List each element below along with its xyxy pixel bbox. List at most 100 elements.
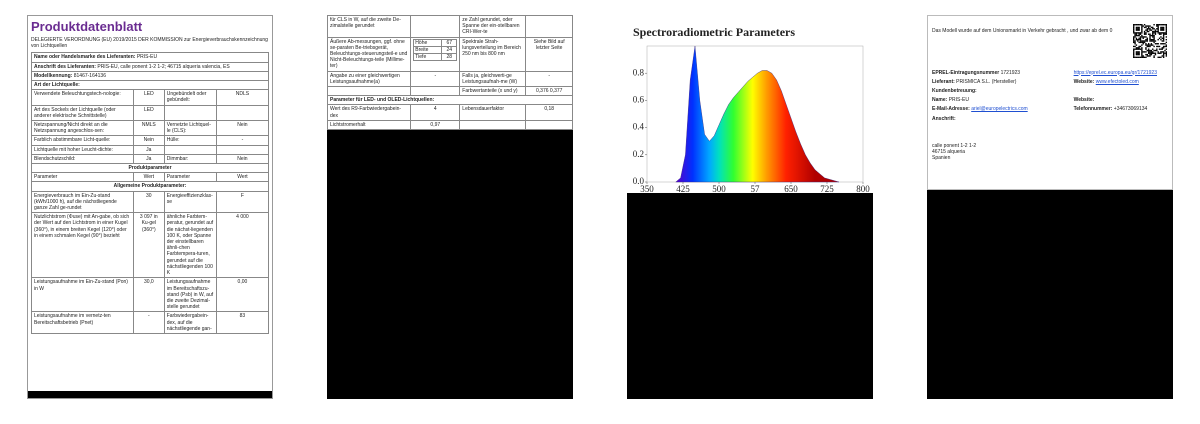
qr-module <box>1134 40 1136 42</box>
qr-module <box>1138 38 1140 41</box>
table-row: Allgemeine Produktparameter: <box>31 181 269 192</box>
qr-module <box>1145 33 1147 35</box>
qr-module <box>1153 36 1155 38</box>
qr-module <box>1135 44 1138 46</box>
table-cell: Wert des R9-Farbwiedergabein-dex <box>327 104 412 121</box>
info-cell: Website: www.efectoled.com <box>1074 77 1168 86</box>
table-cell: Netzspannung/Nicht direkt an die Netzspa… <box>31 120 134 137</box>
table-cell: Leistungsaufnahme im Ein-Zu-stand (Pon) … <box>31 277 134 313</box>
field-label: Website: <box>1073 78 1095 85</box>
dimension-row: Tiefe 28 <box>413 53 458 62</box>
link[interactable]: www.efectoled.com <box>1095 78 1139 85</box>
qr-module <box>1142 25 1144 27</box>
table-cell <box>215 104 270 122</box>
table-cell: 3 097 in Ku-gel (360°) <box>132 212 165 279</box>
qr-module <box>1150 29 1153 31</box>
qr-module <box>1138 41 1140 44</box>
qr-module <box>1141 28 1143 30</box>
table-cell: Farbwertanteile (x und y) <box>459 86 527 97</box>
qr-module <box>1134 33 1136 35</box>
qr-module <box>1147 33 1150 35</box>
qr-module <box>1165 26 1167 29</box>
link[interactable]: https://eprel.ec.europa.eu/qr/1721923 <box>1073 69 1157 76</box>
qr-module <box>1149 34 1151 37</box>
qr-module <box>1141 29 1143 31</box>
qr-module <box>1135 56 1138 58</box>
table-cell: 4 <box>410 104 461 121</box>
sheet-page-4: Das Modell wurde auf dem Unionsmarkt in … <box>927 15 1173 399</box>
x-tick-label: 425 <box>676 184 690 193</box>
qr-module <box>1156 24 1158 26</box>
table-row: Anschrift des Lieferanten: PRIS-EU, call… <box>31 61 269 72</box>
qr-module <box>1139 40 1142 42</box>
qr-module <box>1158 33 1161 35</box>
qr-module <box>1162 53 1165 56</box>
qr-module <box>1133 29 1135 31</box>
qr-module <box>1164 52 1166 54</box>
info-cell <box>1074 86 1168 95</box>
address-block: calle ponent 1-2 1-2 46715 alqueria Spanie… <box>932 143 976 162</box>
qr-module <box>1134 43 1136 45</box>
info-card: Das Modell wurde auf dem Unionsmarkt in … <box>927 15 1173 190</box>
qr-module <box>1138 37 1140 40</box>
qr-module <box>1146 45 1149 48</box>
qr-module <box>1165 33 1167 35</box>
info-cell: https://eprel.ec.europa.eu/qr/1721923 <box>1074 68 1168 77</box>
qr-module <box>1141 30 1143 33</box>
table-cell: Leistungsaufnahme im Bereitschaftszu-sta… <box>163 277 217 313</box>
qr-module <box>1141 48 1143 50</box>
table-row: Verwendete Beleuchtungstech-nologie: LED U… <box>31 89 270 106</box>
table-cell: Name oder Handelsmarke des Lieferanten: … <box>31 52 269 63</box>
qr-module <box>1162 40 1165 42</box>
qr-module <box>1135 52 1138 54</box>
table-cell: Vernetzte Lichtquel-le (CLS): <box>163 120 217 137</box>
qr-module <box>1142 43 1144 45</box>
qr-module <box>1138 45 1140 48</box>
table-cell: Art des Sockels der Lichtquelle (oder an… <box>31 104 134 122</box>
qr-module <box>1154 52 1157 54</box>
qr-module <box>1157 30 1159 33</box>
dimension-cell: Breite <box>413 45 443 55</box>
table-cell: Ja <box>132 153 165 165</box>
y-tick-label: 0.0 <box>633 176 645 186</box>
qr-module <box>1133 25 1135 27</box>
qr-module <box>1162 28 1165 30</box>
qr-module <box>1150 52 1153 54</box>
qr-module <box>1143 24 1146 26</box>
qr-module <box>1147 26 1150 29</box>
regulation-text: DELEGIERTE VERORDNUNG (EU) 2019/2015 DER… <box>31 37 268 50</box>
qr-module <box>1157 45 1159 48</box>
dimension-cell: 67 <box>441 38 458 47</box>
qr-module <box>1142 56 1144 58</box>
qr-module <box>1146 53 1149 56</box>
table-row: Leistungsaufnahme im Ein-Zu-stand (Pon) … <box>31 277 270 313</box>
link[interactable]: ariel@europelectrics.com <box>971 106 1028 113</box>
qr-module <box>1162 24 1165 26</box>
qr-module <box>1164 45 1166 48</box>
qr-module <box>1149 45 1151 48</box>
dimension-cell: Tiefe <box>413 53 443 62</box>
qr-module <box>1135 37 1138 40</box>
qr-module <box>1161 55 1163 57</box>
qr-module <box>1138 52 1140 54</box>
qr-module <box>1162 26 1165 29</box>
qr-module <box>1157 28 1159 30</box>
table-cell: Höhe 67 Breite 24 Tiefe 28 <box>410 36 461 72</box>
qr-module <box>1162 52 1165 54</box>
qr-module <box>1147 28 1150 30</box>
sheet-page-1: Produktdatenblatt DELEGIERTE VERORDNUNG … <box>27 15 273 399</box>
qr-module <box>1152 33 1154 35</box>
qr-module <box>1165 29 1167 31</box>
qr-module <box>1154 32 1157 34</box>
qr-module <box>1137 32 1139 34</box>
qr-module <box>1156 30 1158 33</box>
table-wrap: Name oder Handelsmarke des Lieferanten: … <box>31 52 270 334</box>
qr-module <box>1152 36 1154 38</box>
qr-module <box>1158 32 1161 34</box>
qr-module <box>1150 43 1153 45</box>
field-label: Anschrift des Lieferanten: <box>34 63 96 70</box>
table-row: Farbwertanteile (x und y) 0,376 0,377 <box>327 86 573 97</box>
qr-module <box>1146 44 1149 46</box>
qr-module <box>1134 45 1136 48</box>
qr-module <box>1146 38 1149 41</box>
